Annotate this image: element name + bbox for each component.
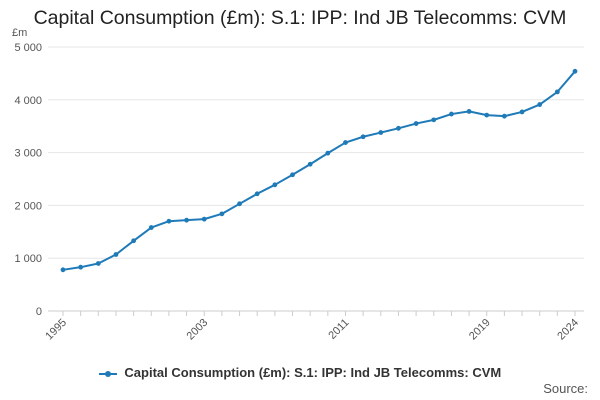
data-point[interactable]	[378, 130, 384, 135]
gridlines	[48, 46, 584, 312]
data-point[interactable]	[290, 172, 295, 178]
data-point[interactable]	[554, 89, 560, 95]
data-point[interactable]	[307, 161, 313, 167]
data-point[interactable]	[166, 218, 172, 224]
chart-title: Capital Consumption (£m): S.1: IPP: Ind …	[33, 7, 567, 29]
data-point[interactable]	[360, 134, 366, 140]
data-point[interactable]	[501, 113, 507, 119]
data-point[interactable]	[113, 252, 119, 257]
y-tick-label: 0	[36, 306, 42, 318]
data-point[interactable]	[396, 125, 401, 131]
data-point[interactable]	[466, 109, 472, 114]
data-point[interactable]	[431, 117, 437, 123]
y-axis-ticks: 0 1 000 2 000 3 000 4 000 5 000	[14, 42, 42, 318]
legend-swatch	[98, 369, 117, 379]
data-point[interactable]	[519, 109, 525, 115]
x-axis-ticks: 1995 2003 2011 2019 2024	[43, 311, 581, 342]
series-line	[62, 70, 576, 271]
y-axis-unit-label: £m	[12, 27, 27, 39]
y-tick-label: 2 000	[14, 200, 42, 212]
legend[interactable]: Capital Consumption (£m): S.1: IPP: Ind …	[0, 365, 600, 380]
legend-label: Capital Consumption (£m): S.1: IPP: Ind …	[124, 365, 502, 380]
x-tick-label: 2011	[326, 317, 351, 342]
data-point[interactable]	[343, 140, 348, 145]
data-point[interactable]	[201, 216, 207, 222]
data-point[interactable]	[78, 264, 84, 270]
data-point[interactable]	[131, 238, 137, 244]
data-point[interactable]	[237, 201, 242, 207]
data-point[interactable]	[95, 261, 101, 266]
data-point[interactable]	[413, 121, 419, 126]
data-point[interactable]	[572, 68, 578, 74]
data-point[interactable]	[537, 102, 543, 107]
data-point[interactable]	[484, 112, 490, 118]
series-layer	[60, 68, 578, 273]
data-point[interactable]	[325, 150, 331, 156]
x-tick-label: 1995	[43, 317, 69, 343]
x-tick-label: 2003	[185, 317, 211, 343]
data-point[interactable]	[60, 267, 66, 273]
y-tick-label: 1 000	[14, 253, 42, 265]
data-point[interactable]	[184, 217, 189, 223]
data-point[interactable]	[449, 111, 454, 117]
data-point[interactable]	[148, 225, 154, 230]
data-point[interactable]	[254, 191, 260, 197]
y-tick-label: 4 000	[14, 95, 42, 107]
data-point[interactable]	[272, 182, 278, 188]
source-label: Source:	[543, 381, 588, 396]
x-tick-label: 2024	[555, 317, 581, 343]
x-tick-label: 2019	[467, 317, 493, 343]
y-tick-label: 5 000	[14, 42, 42, 54]
data-point[interactable]	[219, 211, 225, 217]
y-tick-label: 3 000	[14, 148, 42, 160]
